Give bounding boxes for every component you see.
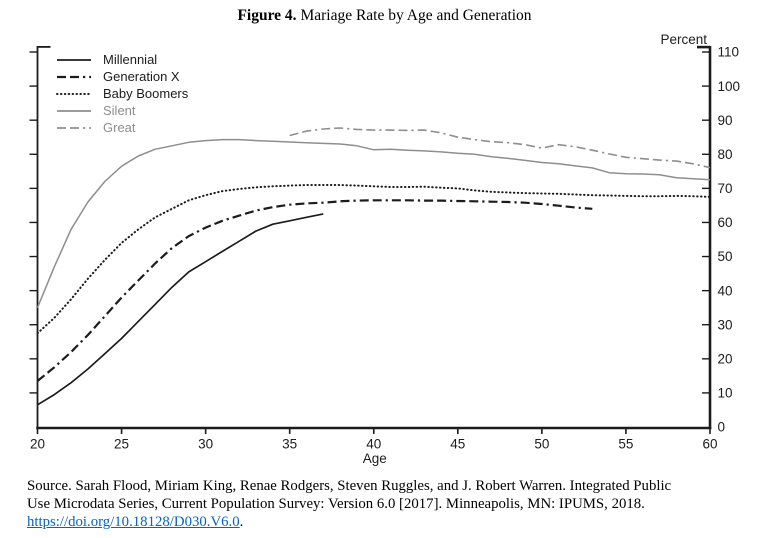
- chart-area: 0 10 20 30 40 50 60 70 80 90 100 110 20 25 30 35 40 45 50 5…: [0, 30, 769, 478]
- source-line-2: Use Microdata Series, Current Population…: [27, 496, 645, 513]
- legend-label: Silent: [103, 103, 136, 118]
- series-line-millennial: [37, 213, 324, 406]
- x-tick-label: 25: [114, 437, 129, 452]
- y-tick-label: 100: [718, 79, 741, 94]
- y-tick-label: 110: [718, 45, 740, 60]
- x-tick-label: 40: [366, 437, 381, 452]
- y-tick-label: 90: [718, 113, 733, 128]
- marriage-rate-chart: 0 10 20 30 40 50 60 70 80 90 100 110 20 25 30 35 40 45 50 5…: [29, 45, 741, 466]
- source-line-1: Source. Sarah Flood, Miriam King, Renae …: [27, 478, 672, 494]
- legend-item-silent: Silent: [56, 102, 188, 119]
- y-tick-label: 40: [718, 283, 733, 298]
- y-tick-label: 30: [718, 317, 733, 332]
- series-line-generation-x: [36, 199, 593, 382]
- legend-line-sample: [57, 126, 91, 129]
- y-tick-label: 80: [718, 147, 733, 162]
- figure-title-number: Figure 4.: [237, 7, 297, 24]
- series-line-baby-boomers: [36, 184, 711, 335]
- legend-label: Great: [103, 120, 136, 135]
- y-tick-label: 20: [718, 352, 733, 367]
- chart-legend: Millennial Generation X Baby Boomers Sil…: [56, 51, 188, 136]
- legend-item-baby-boomers: Baby Boomers: [56, 85, 188, 102]
- y-axis-title: Percent: [660, 32, 707, 47]
- x-tick-label: 50: [534, 437, 549, 452]
- legend-label: Millennial: [103, 52, 158, 67]
- x-tick-label: 35: [282, 437, 297, 452]
- doi-link[interactable]: https://doi.org/10.18128/D030.V6.0: [27, 514, 240, 531]
- series-line-great: [289, 127, 711, 169]
- figure-title: Figure 4. Mariage Rate by Age and Genera…: [0, 7, 769, 25]
- legend-line-sample: [57, 109, 91, 112]
- legend-item-generation-x: Generation X: [56, 68, 188, 85]
- legend-item-great: Great: [56, 119, 188, 136]
- legend-item-millennial: Millennial: [56, 51, 188, 68]
- source-note: Source. Sarah Flood, Miriam King, Renae …: [27, 477, 751, 532]
- y-tick-label: 60: [718, 215, 733, 230]
- y-tick-label: 50: [718, 249, 733, 264]
- y-tick-label: 10: [718, 386, 733, 401]
- legend-label: Baby Boomers: [103, 86, 189, 101]
- y-tick-label: 70: [718, 181, 733, 196]
- legend-label: Generation X: [103, 69, 180, 84]
- x-tick-label: 55: [618, 437, 633, 452]
- x-tick-label: 45: [450, 437, 465, 452]
- legend-line-sample: [56, 92, 92, 95]
- legend-line-sample: [57, 58, 91, 61]
- figure-title-text: Mariage Rate by Age and Generation: [296, 7, 532, 24]
- doi-link-suffix: .: [239, 514, 244, 531]
- x-axis-title: Age: [363, 451, 387, 466]
- y-tick-label: 0: [718, 420, 726, 435]
- x-tick-label: 30: [198, 437, 213, 452]
- series-line-silent: [36, 138, 711, 308]
- x-tick-label: 20: [30, 437, 45, 452]
- legend-line-sample: [57, 75, 91, 78]
- x-tick-label: 60: [702, 437, 717, 452]
